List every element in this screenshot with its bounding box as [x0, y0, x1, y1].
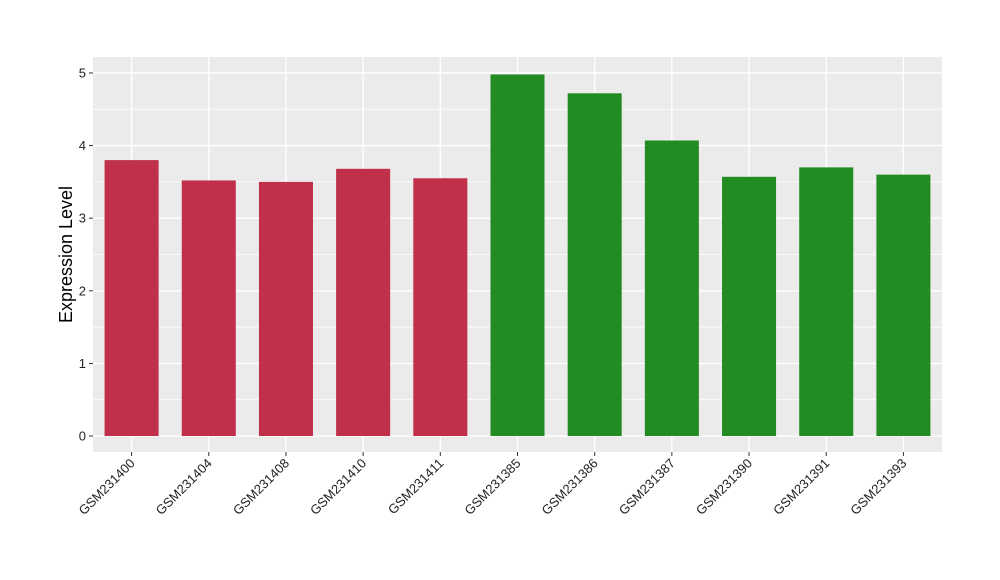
- y-tick-label: 2: [79, 283, 86, 298]
- y-tick-label: 1: [79, 356, 86, 371]
- x-tick-label: GSM231408: [230, 456, 292, 518]
- y-tick-label: 5: [79, 65, 86, 80]
- bar-GSM231385: [490, 74, 545, 437]
- x-tick-label: GSM231391: [770, 456, 832, 518]
- x-tick-label: GSM231411: [385, 456, 447, 518]
- x-tick-label: GSM231387: [616, 456, 678, 518]
- bars: [104, 74, 931, 437]
- y-axis: 0 1 2 3 4 5: [79, 65, 93, 444]
- y-axis-title: Expression Level: [56, 186, 76, 323]
- bar-GSM231400: [104, 160, 159, 437]
- x-axis: GSM231400 GSM231404 GSM231408 GSM231410 GSM2…: [75, 452, 910, 518]
- x-tick-label: GSM231410: [307, 456, 369, 518]
- y-tick-label: 0: [79, 429, 86, 444]
- x-tick-label: GSM231386: [539, 456, 601, 518]
- bar-GSM231387: [644, 140, 699, 437]
- bar-GSM231391: [799, 167, 854, 437]
- bar-GSM231390: [722, 176, 777, 437]
- y-tick-label: 3: [79, 211, 86, 226]
- bar-GSM231408: [258, 181, 313, 437]
- x-tick-label: GSM231385: [461, 456, 523, 518]
- x-tick-label: GSM231400: [75, 456, 137, 518]
- x-tick-label: GSM231390: [693, 456, 755, 518]
- y-tick-label: 4: [79, 138, 86, 153]
- bar-GSM231410: [336, 168, 391, 437]
- x-tick-label: GSM231404: [153, 456, 215, 518]
- x-tick-label: GSM231393: [847, 456, 909, 518]
- bar-GSM231411: [413, 178, 468, 437]
- bar-GSM231393: [876, 174, 931, 437]
- bar-GSM231386: [567, 93, 622, 437]
- bar-GSM231404: [181, 180, 236, 437]
